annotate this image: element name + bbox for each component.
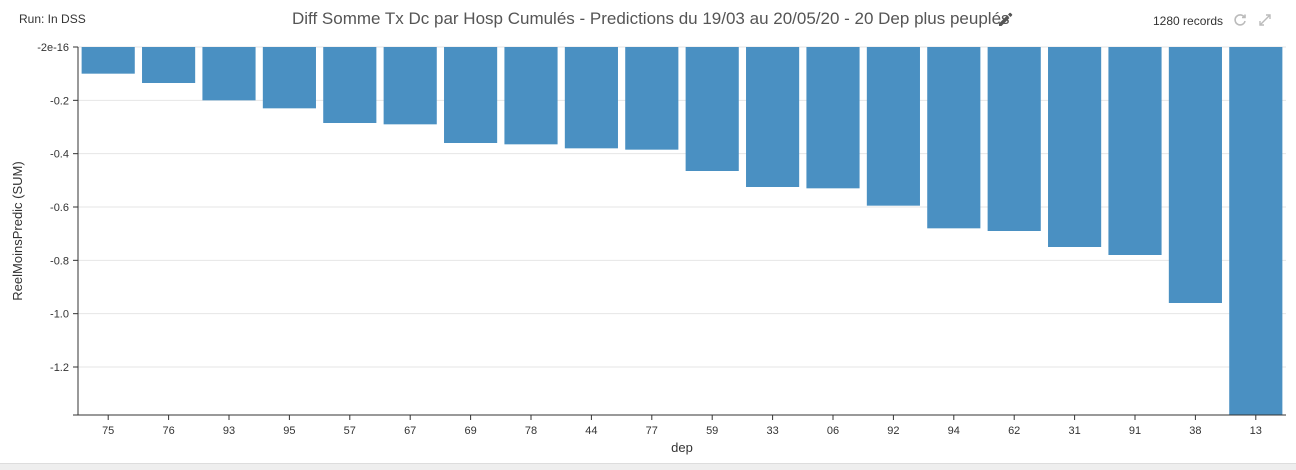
x-tick-label: 76 (162, 425, 174, 437)
bar-94[interactable] (927, 47, 981, 229)
bar-93[interactable] (202, 47, 256, 101)
run-label: Run: In DSS (19, 12, 86, 26)
x-tick-label: 38 (1189, 425, 1201, 437)
bar-75[interactable] (81, 47, 135, 74)
x-tick-label: 94 (948, 425, 960, 437)
chart-title: Diff Somme Tx Dc par Hosp Cumulés - Pred… (292, 9, 1010, 28)
bar-31[interactable] (1048, 47, 1102, 247)
bar-44[interactable] (564, 47, 618, 149)
bar-chart: -1.2 -1.0 -0.8 -0.6 -0.4 -0.2 -2e-16 75 76 93 95 57… (10, 42, 1286, 455)
x-tick-label: 59 (706, 425, 718, 437)
x-tick-label: 67 (404, 425, 416, 437)
footer-bar (0, 463, 1296, 470)
x-axis-title: dep (671, 440, 693, 455)
bar-95[interactable] (262, 47, 316, 109)
y-tick-label: -0.6 (50, 202, 69, 214)
y-tick-label: -0.4 (50, 149, 69, 161)
x-tick-label: 95 (283, 425, 295, 437)
x-tick-label: 62 (1008, 425, 1020, 437)
records-count: 1280 records (1153, 14, 1224, 28)
y-tick-label: -1.0 (50, 309, 69, 321)
x-tick-label: 78 (525, 425, 537, 437)
bar-92[interactable] (866, 47, 920, 206)
y-tick-label: -2e-16 (37, 42, 69, 54)
x-tick-label: 77 (646, 425, 658, 437)
expand-icon[interactable] (1258, 13, 1272, 27)
chart-header: Run: In DSS Diff Somme Tx Dc par Hosp Cu… (0, 0, 1296, 42)
bar-91[interactable] (1108, 47, 1162, 255)
x-tick-label: 13 (1250, 425, 1262, 437)
bar-06[interactable] (806, 47, 860, 189)
grid-lines (78, 46, 1286, 368)
bar-76[interactable] (142, 47, 196, 83)
bar-62[interactable] (987, 47, 1041, 231)
axes: -1.2 -1.0 -0.8 -0.6 -0.4 -0.2 -2e-16 75 76 93 95 57… (37, 42, 1286, 437)
y-tick-label: -0.2 (50, 95, 69, 107)
y-tick-label: -0.8 (50, 255, 69, 267)
x-tick-label: 44 (585, 425, 597, 437)
refresh-icon[interactable] (1233, 13, 1247, 27)
y-tick-label: -1.2 (50, 362, 69, 374)
pencil-icon[interactable] (996, 10, 1014, 28)
x-tick-label: 93 (223, 425, 235, 437)
y-axis-title: ReelMoinsPredic (SUM) (10, 161, 25, 300)
bars (81, 47, 1283, 415)
x-tick-label: 92 (887, 425, 899, 437)
bar-57[interactable] (323, 47, 377, 123)
x-tick-label: 69 (464, 425, 476, 437)
x-tick-label: 33 (766, 425, 778, 437)
bar-69[interactable] (444, 47, 498, 143)
bar-13[interactable] (1229, 47, 1283, 415)
bar-67[interactable] (383, 47, 437, 125)
x-tick-label: 75 (102, 425, 114, 437)
bar-33[interactable] (746, 47, 800, 187)
x-tick-label: 57 (344, 425, 356, 437)
bar-38[interactable] (1168, 47, 1222, 303)
bar-59[interactable] (685, 47, 739, 171)
x-tick-label: 91 (1129, 425, 1141, 437)
x-tick-label: 31 (1068, 425, 1080, 437)
bar-77[interactable] (625, 47, 679, 150)
x-tick-label: 06 (827, 425, 839, 437)
bar-78[interactable] (504, 47, 558, 145)
